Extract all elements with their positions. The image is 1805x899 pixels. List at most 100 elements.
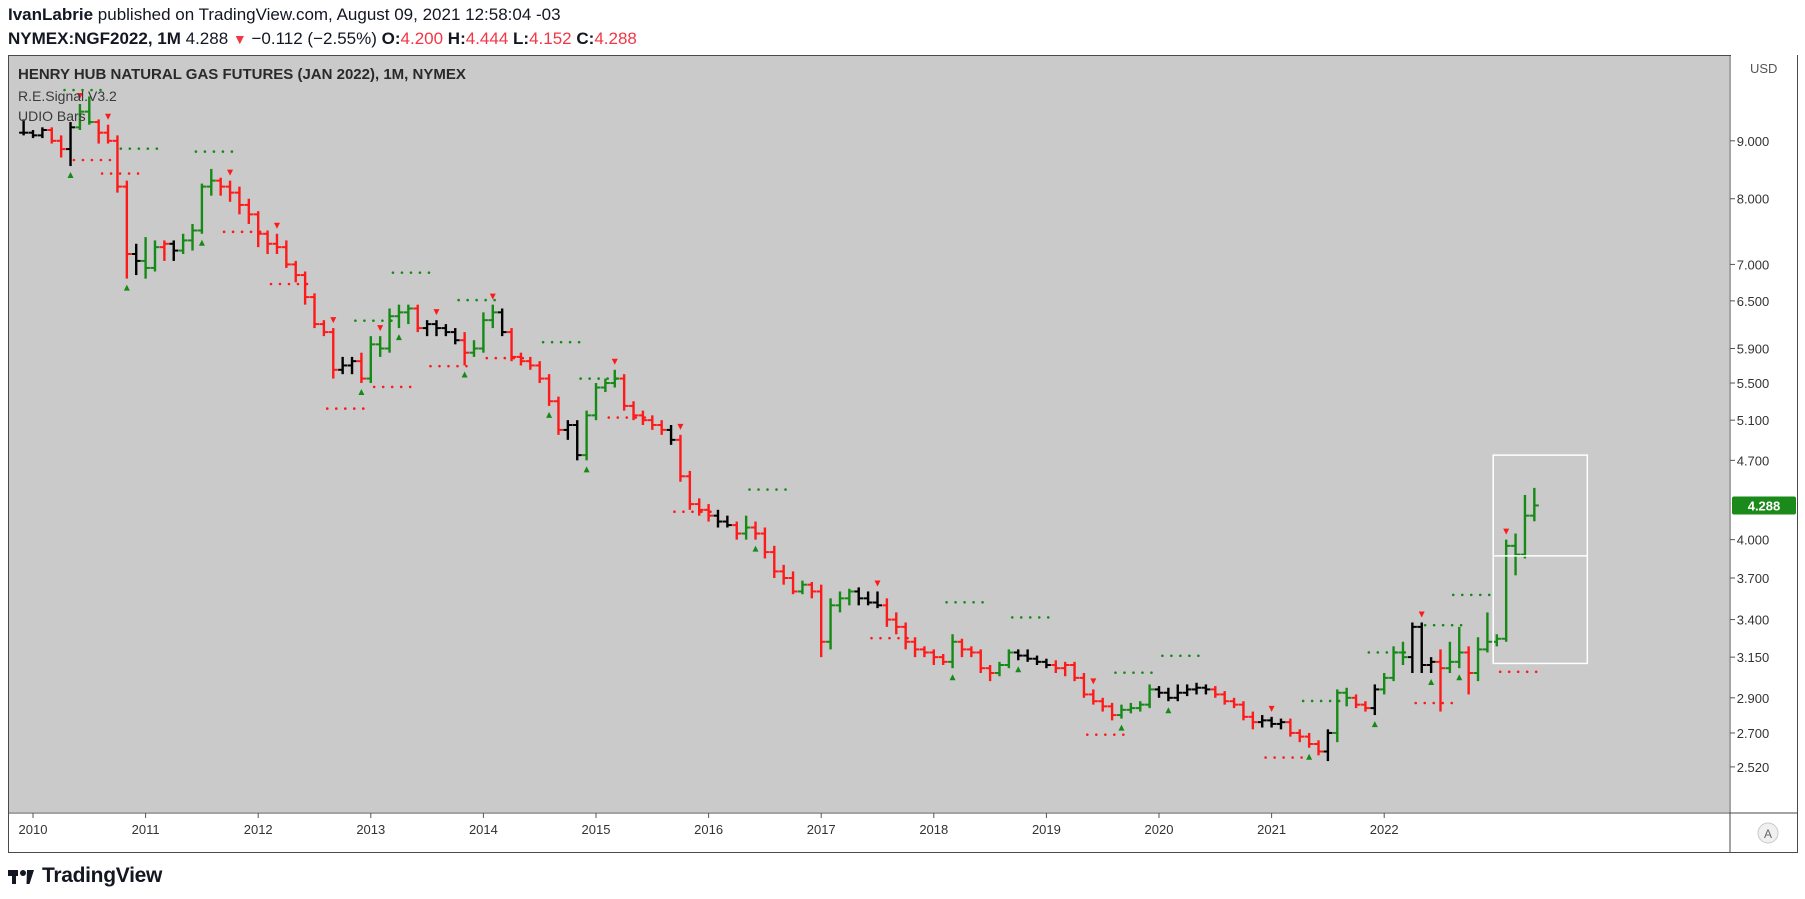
sell-target-dot <box>390 385 394 389</box>
sell-target-dot <box>691 510 694 514</box>
time-scale[interactable]: 2010 2011 2012 2013 2014 2015 2016 2017 2018 2019… <box>19 813 1399 837</box>
ohlc-bar <box>253 211 263 248</box>
buy-target-dot <box>155 147 159 150</box>
ohlc-bar <box>788 571 798 595</box>
auto-scale-button[interactable]: A <box>1757 822 1779 844</box>
indicator-legend-signal[interactable]: R.E.Signal.V3.2 <box>18 88 117 104</box>
price-tick-label: 5.900 <box>1737 341 1770 356</box>
last-price: 4.288 <box>185 29 229 48</box>
sell-target-dot <box>503 356 507 360</box>
sell-target-dot <box>118 172 122 175</box>
sell-target-dot <box>72 158 76 162</box>
sell-signal-marker <box>105 113 112 120</box>
ohlc-bar <box>647 415 657 430</box>
buy-target-dot <box>963 600 966 604</box>
ohlc-bar <box>1051 660 1061 674</box>
ohlc-bar <box>1464 646 1474 695</box>
price-tick-label: 6.500 <box>1737 294 1770 309</box>
ohlc-bar <box>1004 649 1014 669</box>
ohlc-bar <box>1454 626 1464 669</box>
buy-target-dot <box>775 488 778 491</box>
buy-target-dot <box>945 600 948 604</box>
chart-pane[interactable] <box>9 56 1729 812</box>
ohlc-bar <box>122 180 132 279</box>
last-price-badge-bg <box>1732 496 1796 515</box>
sell-signal-marker <box>273 222 280 229</box>
published-text: published on TradingView.com, August 09,… <box>97 5 561 24</box>
range-box[interactable] <box>1492 454 1589 665</box>
price-scale[interactable]: 9.000 8.000 7.000 6.500 5.900 5.500 5.100 4.700… <box>1730 55 1797 812</box>
buy-signal-marker <box>461 371 468 378</box>
close-label: C: <box>576 29 595 48</box>
ohlc-bar <box>244 198 254 224</box>
ohlc-bar <box>1529 487 1539 522</box>
buy-target-dot <box>1469 593 1473 597</box>
buy-target-dot <box>588 377 591 380</box>
ohlc-bar <box>1145 684 1155 709</box>
buy-target-dot <box>1487 593 1491 597</box>
tradingview-branding[interactable]: TradingView <box>8 864 162 888</box>
ohlc-bar <box>976 649 986 674</box>
ohlc-bar <box>1182 684 1192 697</box>
buy-target-dot <box>559 340 563 344</box>
ohlc-bar <box>1154 686 1164 698</box>
ohlc-bar <box>178 233 188 254</box>
sell-signal-marker <box>76 92 83 99</box>
time-tick-label: 2012 <box>244 822 273 837</box>
sell-target-dot <box>429 364 432 368</box>
ohlc-bar <box>1323 729 1333 762</box>
ohlc-bar <box>1135 701 1145 712</box>
sell-target-dot <box>381 385 385 389</box>
auto-scale-circle[interactable] <box>1757 822 1779 844</box>
price-change: −0.112 (−2.55%) <box>251 29 377 48</box>
ohlc-bar <box>1098 697 1108 712</box>
ohlc-bar <box>19 119 29 136</box>
sell-target-dot <box>1104 733 1107 736</box>
sell-target-dot <box>625 416 629 419</box>
buy-target-dot <box>400 271 404 274</box>
buy-target-dot <box>427 271 431 274</box>
ohlc-bar <box>600 378 610 393</box>
ohlc-bar <box>732 521 742 540</box>
ohlc-bar <box>1070 661 1080 682</box>
sell-target-dot <box>325 407 329 410</box>
ohlc-bar <box>816 584 826 658</box>
sell-signal-marker <box>433 309 440 316</box>
sell-target-dot <box>109 172 113 175</box>
buy-target-dot <box>203 150 207 153</box>
sell-target-dot <box>296 282 300 286</box>
auto-scale-label[interactable]: A <box>1764 827 1772 841</box>
time-tick-label: 2022 <box>1370 822 1399 837</box>
ohlc-bar <box>356 352 366 384</box>
ohlc-bar <box>169 240 179 261</box>
buy-target-dot <box>1478 593 1482 597</box>
ohlc-bar <box>994 661 1004 677</box>
ohlc-bar <box>328 328 338 379</box>
author-name[interactable]: IvanLabrie <box>8 5 94 24</box>
ohlc-bar <box>441 324 451 337</box>
sell-signal-marker <box>227 169 234 176</box>
indicator-legend-bars[interactable]: UDIO Bars <box>18 108 86 124</box>
price-tick-label: 5.500 <box>1737 376 1770 391</box>
buy-target-dot <box>1385 651 1389 654</box>
ohlc-bar <box>1060 661 1070 677</box>
ohlc-bar <box>957 638 967 658</box>
buy-signal-marker <box>583 466 590 473</box>
sell-target-dot <box>231 230 235 234</box>
price-chart[interactable]: 9.000 8.000 7.000 6.500 5.900 5.500 5.100 4.700… <box>8 55 1798 853</box>
ohlc-bar <box>103 124 113 144</box>
ohlc-bar <box>84 96 94 125</box>
buy-target-dot <box>1188 654 1191 658</box>
ohlc-bar <box>1107 702 1117 721</box>
low-value: 4.152 <box>529 29 572 48</box>
buy-target-dot <box>766 488 769 491</box>
ohlc-bar <box>1360 701 1370 712</box>
symbol-label[interactable]: NYMEX:NGF2022, 1M <box>8 29 181 48</box>
price-tick-label: 4.000 <box>1737 533 1770 548</box>
publish-info: IvanLabrie published on TradingView.com,… <box>8 4 561 26</box>
sell-signal-marker <box>377 325 384 332</box>
price-tick-label: 3.400 <box>1737 613 1770 628</box>
buy-signal-marker <box>198 239 205 246</box>
ohlc-bar <box>1389 646 1399 682</box>
high-value: 4.444 <box>465 29 509 48</box>
